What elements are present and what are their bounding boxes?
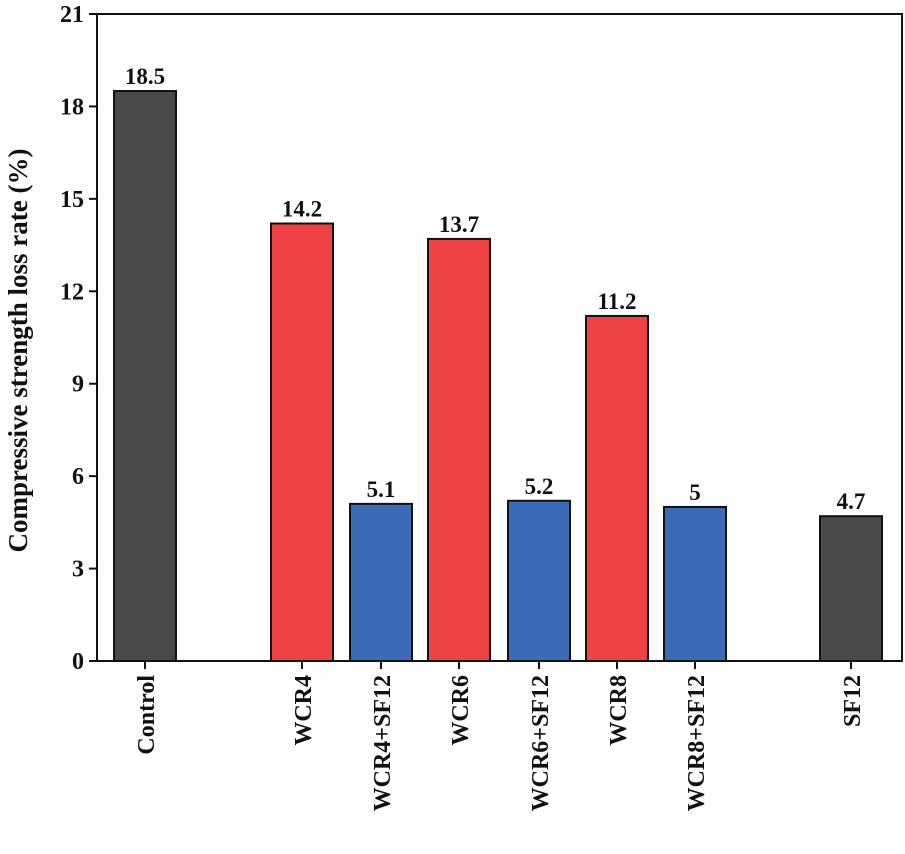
data-label: 18.5 <box>125 64 165 89</box>
y-tick-label: 0 <box>72 649 84 675</box>
bar-wcr8 <box>585 314 649 662</box>
bar-wcr8-sf12 <box>663 505 727 663</box>
x-category-label: WCR4+SF12 <box>370 675 396 811</box>
y-tick-label: 9 <box>72 372 84 398</box>
data-label: 4.7 <box>837 489 866 514</box>
x-category-label: WCR6+SF12 <box>528 675 554 811</box>
bar-sf12 <box>819 515 883 663</box>
bar-control <box>113 90 177 663</box>
bar-wcr4 <box>270 222 334 662</box>
data-label: 5.1 <box>367 477 396 502</box>
y-axis: 0 3 6 9 12 15 18 21 <box>60 2 97 675</box>
bar-wcr4-sf12 <box>349 502 413 662</box>
bars-layer <box>113 90 883 663</box>
bar-wcr6-sf12 <box>507 499 571 662</box>
y-tick-label: 12 <box>60 279 84 305</box>
x-category-label: WCR8 <box>606 675 632 746</box>
x-category-label: WCR6 <box>448 675 474 746</box>
data-label: 13.7 <box>439 212 479 237</box>
x-category-label: SF12 <box>840 675 866 727</box>
x-category-label: Control <box>134 675 160 755</box>
y-tick-label: 3 <box>72 557 84 583</box>
y-axis-title: Compressive strength loss rate (%) <box>3 149 33 553</box>
data-label: 11.2 <box>598 289 637 314</box>
x-category-label: WCR8+SF12 <box>684 675 710 811</box>
y-tick-label: 6 <box>72 464 84 490</box>
x-category-label: WCR4 <box>291 675 317 746</box>
data-labels-layer: 18.5 14.2 5.1 13.7 5.2 11.2 5 4.7 <box>125 64 866 514</box>
x-axis: Control WCR4 WCR4+SF12 WCR6 WCR6+SF12 WCR8 WCR… <box>134 661 866 811</box>
data-label: 14.2 <box>282 197 322 222</box>
y-tick-label: 21 <box>60 2 84 28</box>
y-tick-label: 15 <box>60 187 84 213</box>
data-label: 5.2 <box>525 474 554 499</box>
plot-frame <box>96 13 903 662</box>
y-tick-label: 18 <box>60 94 84 120</box>
bar-wcr6 <box>427 237 491 663</box>
data-label: 5 <box>689 480 701 505</box>
